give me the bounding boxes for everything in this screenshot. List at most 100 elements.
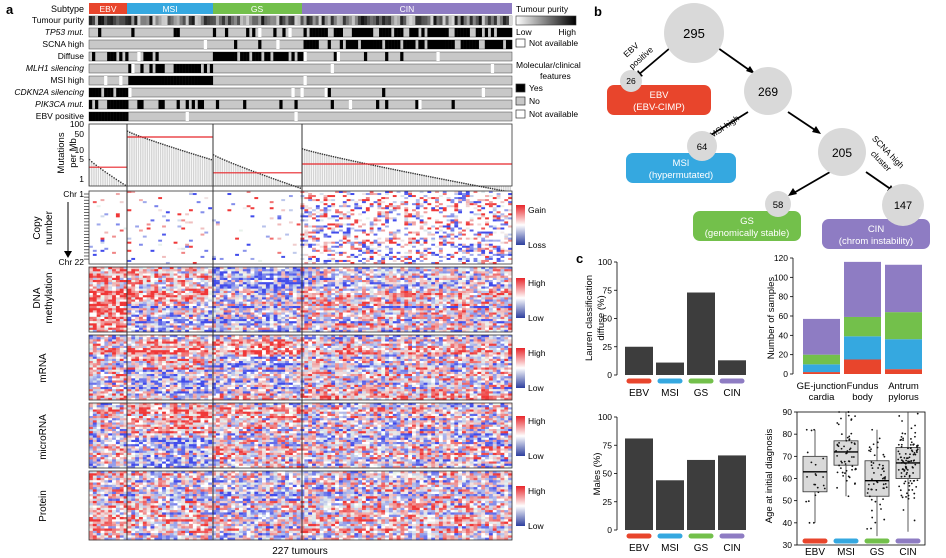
heatmap-cell bbox=[335, 255, 340, 259]
heatmap-cell bbox=[477, 195, 482, 198]
heatmap-cell bbox=[308, 193, 313, 196]
heatmap-cell bbox=[104, 237, 109, 240]
heatmap-cell bbox=[285, 245, 290, 249]
heatmap-cell bbox=[427, 223, 432, 226]
heatmap-cell bbox=[504, 241, 509, 244]
heatmap-cell bbox=[335, 221, 340, 224]
heatmap-cell bbox=[142, 247, 147, 251]
heatmap-cell bbox=[385, 259, 390, 263]
heatmap-cell bbox=[104, 239, 109, 242]
heatmap-cell bbox=[235, 209, 240, 212]
heatmap-cell bbox=[404, 235, 409, 238]
heatmap-cell bbox=[181, 245, 186, 249]
heatmap-cell bbox=[92, 259, 97, 263]
heatmap-cell bbox=[362, 213, 367, 216]
heatmap-cell bbox=[281, 225, 286, 228]
feature-tracks bbox=[88, 15, 513, 122]
heatmap-cell bbox=[392, 201, 397, 204]
heatmap-cell bbox=[177, 209, 182, 212]
mutation-point bbox=[330, 155, 332, 157]
feature-cell bbox=[255, 52, 259, 61]
heatmap-cell bbox=[215, 257, 220, 261]
heatmap-cell bbox=[358, 211, 363, 214]
feature-cell bbox=[445, 40, 449, 49]
heatmap-cell bbox=[423, 191, 428, 194]
heatmap-cell bbox=[462, 231, 467, 234]
heatmap-cell bbox=[454, 199, 459, 202]
heatmap-cell bbox=[358, 249, 363, 253]
heatmap-cell bbox=[450, 239, 455, 242]
heatmap-cell bbox=[473, 211, 478, 214]
heatmap-cell bbox=[492, 207, 497, 210]
heatmap-cell bbox=[415, 205, 420, 208]
feature-cell bbox=[161, 100, 165, 109]
heatmap-cell bbox=[300, 203, 305, 206]
heatmap-cell bbox=[288, 243, 294, 246]
mutation-point bbox=[261, 174, 264, 176]
heatmap-cell bbox=[204, 201, 209, 204]
heatmap-cell bbox=[115, 209, 121, 212]
heatmap-cell bbox=[477, 255, 482, 259]
heatmap-cell bbox=[146, 221, 151, 224]
heatmap-cell bbox=[254, 219, 259, 222]
heatmap-cell bbox=[92, 199, 97, 202]
purity-cell bbox=[460, 16, 464, 25]
heatmap-cell bbox=[181, 251, 186, 255]
heatmap-cell bbox=[162, 239, 167, 242]
heatmap-cell bbox=[465, 245, 470, 249]
heatmap-cell bbox=[419, 217, 424, 220]
heatmap-cell bbox=[169, 193, 174, 196]
heatmap-cell bbox=[112, 209, 117, 212]
heatmap-cell bbox=[454, 259, 459, 263]
heatmap-cell bbox=[323, 255, 328, 259]
heatmap-cell bbox=[446, 217, 451, 220]
heatmap-cell bbox=[315, 209, 320, 212]
track-label-purity: Tumour purity bbox=[32, 15, 85, 25]
heatmap-cell bbox=[504, 191, 509, 194]
feature-cell bbox=[95, 88, 99, 97]
heatmap-cell bbox=[258, 199, 263, 202]
heatmap-cell bbox=[300, 191, 305, 194]
heatmap-cell bbox=[269, 241, 274, 244]
heatmap-cell bbox=[469, 235, 474, 238]
heatmap-cell bbox=[446, 261, 451, 265]
heatmap-cell bbox=[327, 203, 332, 206]
heatmap-cell bbox=[388, 229, 394, 232]
heatmap-cell bbox=[192, 235, 197, 238]
heatmap-cell bbox=[196, 261, 201, 265]
heatmap-cell bbox=[450, 229, 455, 232]
heatmap-cell bbox=[288, 201, 294, 204]
heatmap-cell bbox=[508, 217, 513, 220]
heatmap-cell bbox=[412, 191, 417, 194]
heatmap-cell bbox=[169, 255, 174, 259]
heatmap-cell bbox=[385, 223, 390, 226]
heatmap-cell bbox=[204, 255, 209, 259]
heatmap-cell bbox=[273, 255, 278, 259]
heatmap-cell bbox=[146, 269, 151, 272]
heatmap-cell bbox=[250, 261, 255, 265]
heatmap-cell bbox=[488, 247, 494, 251]
heatmap-cell bbox=[250, 235, 255, 238]
heatmap-cell bbox=[346, 201, 351, 204]
heatmap-cell bbox=[423, 239, 428, 242]
heatmap-cell bbox=[327, 221, 332, 224]
heatmap-cell bbox=[381, 191, 386, 194]
heatmap-cell bbox=[138, 221, 144, 224]
heatmap-cell bbox=[123, 237, 128, 240]
heatmap-cell bbox=[369, 209, 374, 212]
heatmap-cell bbox=[158, 251, 163, 255]
heatmap-cell bbox=[500, 231, 505, 234]
heatmap-cell bbox=[469, 231, 474, 234]
heatmap-cell bbox=[177, 233, 182, 236]
heatmap-cell bbox=[504, 213, 509, 216]
heatmap-cell bbox=[296, 255, 301, 259]
purity-cell bbox=[131, 16, 135, 25]
feature-cell bbox=[206, 76, 211, 85]
heatmap-cell bbox=[469, 229, 474, 232]
heatmap-cell bbox=[423, 255, 428, 259]
heatmap-cell bbox=[369, 231, 374, 234]
heatmap-cell bbox=[458, 227, 463, 230]
heatmap-cell bbox=[338, 205, 344, 208]
heatmap-cell bbox=[338, 219, 344, 222]
heatmap-cell bbox=[200, 229, 205, 232]
